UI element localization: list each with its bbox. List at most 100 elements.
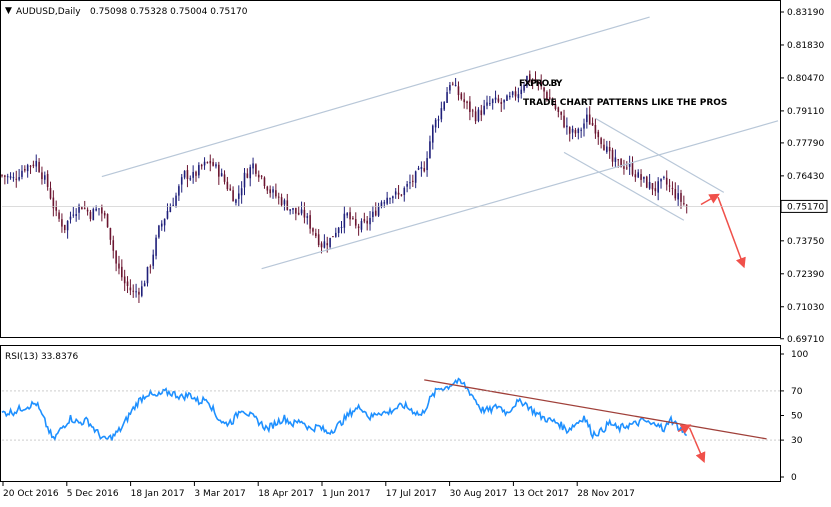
candle-body [21,170,23,177]
candle-body [643,177,645,179]
candle-body [357,226,360,228]
candle-body [132,290,135,292]
price-tick-label: 0.76430 [787,172,824,182]
candle-body [81,207,83,210]
candle-body [392,196,394,199]
date-tick-label: 18 Jan 2017 [131,489,185,499]
candle-body [29,165,32,167]
candle-body [620,158,622,168]
candle-body [55,206,58,211]
candle-body [24,169,26,171]
candle-body [431,125,434,143]
date-tick-label: 18 Apr 2017 [258,489,314,499]
candle-body [41,172,43,180]
candle-body [260,175,263,177]
candle-body [657,181,659,193]
candle-body [143,283,146,287]
candle-body [340,226,343,228]
channel-line-down-upper [595,117,725,193]
candle-body [75,214,77,216]
candle-body [52,197,55,209]
candle-body [203,161,206,166]
candle-body [394,191,397,195]
candle-body [303,209,306,218]
candle-body [83,208,86,210]
candle-body [571,128,574,133]
candle-body [240,188,243,196]
candle-body [269,189,271,194]
candle-body [121,266,123,278]
candle-body [523,84,525,91]
candle-body [49,187,52,199]
candle-body [471,110,474,112]
candle-body [577,128,580,134]
candle-body [229,188,232,191]
date-tick-label: 28 Nov 2017 [577,489,635,499]
candle-body [377,206,380,216]
candle-body [534,78,537,83]
candle-body [608,147,611,152]
candle-body [223,174,226,182]
candle-body [520,89,523,94]
candle-body [169,206,172,213]
rsi-line [1,377,688,442]
candle-body [346,213,349,216]
candle-body [277,196,280,198]
candle-body [160,223,163,227]
candle-body [155,237,157,256]
candle-body [61,219,63,227]
candle-body [129,287,132,291]
candle-body [123,276,126,284]
candle-body [611,149,614,162]
candle-body [352,217,354,219]
candle-body [283,200,286,205]
candle-body [426,158,428,171]
candle-body [463,99,465,103]
candle-body [491,99,494,104]
candle-body [35,160,38,167]
rsi-tick-label: 70 [791,387,803,397]
candle-body [272,189,274,193]
candle-body [326,243,329,246]
candle-body [474,111,477,122]
channel-line-lower-1 [261,120,779,270]
candle-body [614,157,617,162]
candle-body [454,84,457,86]
candle-body [557,107,560,113]
candle-body [443,102,446,110]
candle-body [606,146,608,153]
candle-body [158,225,160,238]
candle-body [257,174,260,178]
candle-body [215,164,217,167]
rsi-forecast-arrow-2 [688,427,706,463]
candle-body [200,164,203,167]
candle-body [637,172,640,178]
candle-body [226,181,229,190]
candle-body [363,219,366,222]
dropdown-triangle-icon[interactable]: ▼ [5,6,12,16]
candle-body [306,216,309,218]
candle-body [180,177,183,185]
candle-body [648,181,651,189]
candle-body [183,170,186,178]
candle-body [212,162,214,166]
candle-body [665,177,668,185]
candle-body [651,183,654,190]
candle-body [486,102,488,106]
candle-body [600,138,602,145]
candle-body [537,81,540,83]
forecast-arrow-2 [717,196,746,269]
rsi-chart [1,377,767,463]
candle-body [95,208,97,211]
candle-body [6,176,9,178]
candle-body [586,114,588,123]
candle-body [246,173,249,178]
candle-body [497,98,500,102]
candle-body [43,175,46,180]
candle-body [337,227,340,233]
candle-body [249,167,252,179]
candle-body [98,208,100,210]
price-tick-label: 0.80470 [787,74,824,84]
candle-body [540,82,543,87]
candle-body [654,188,657,192]
